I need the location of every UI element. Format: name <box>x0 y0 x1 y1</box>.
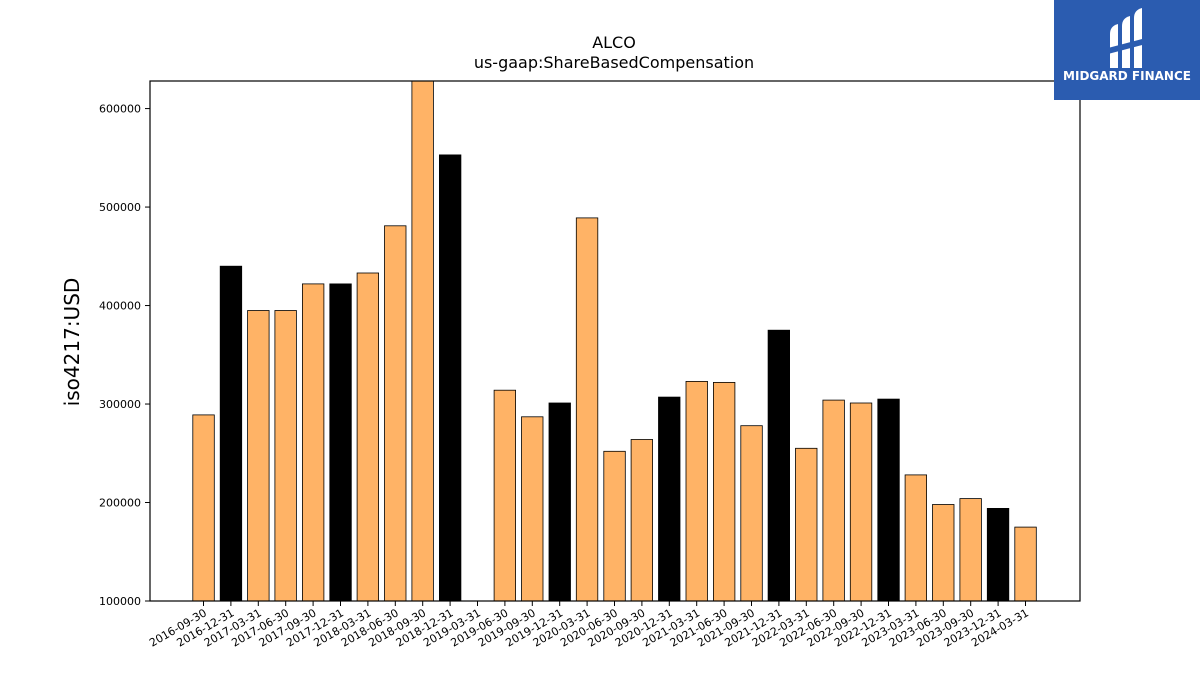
bar-2021-06-30 <box>713 381 736 602</box>
bar-2016-12-31 <box>219 265 243 602</box>
bar-2017-06-30 <box>274 310 297 602</box>
y-tick-label: 500000 <box>99 201 141 214</box>
bar-2023-03-31 <box>904 474 927 602</box>
midgard-logo-icon <box>1108 8 1146 68</box>
bars <box>192 80 1037 602</box>
y-tick-label: 400000 <box>99 300 141 313</box>
bar-2017-03-31 <box>247 310 270 602</box>
bar-2018-03-31 <box>356 272 380 602</box>
bar-2022-03-31 <box>795 447 818 602</box>
brand-logo: MIDGARD FINANCE <box>1054 0 1200 100</box>
bar-2018-12-31 <box>438 154 462 602</box>
bar-2017-12-31 <box>329 283 352 602</box>
bar-2017-09-30 <box>301 283 325 602</box>
bar-2022-09-30 <box>849 402 873 602</box>
y-tick-label: 100000 <box>99 595 141 608</box>
y-axis-label: iso4217:USD <box>60 278 84 407</box>
bar-2024-03-31 <box>1014 526 1037 602</box>
x-axis-ticks: 2016-09-302016-12-312017-03-312017-06-30… <box>147 601 1031 650</box>
bar-2018-09-30 <box>411 80 434 602</box>
bar-2019-09-30 <box>521 416 544 602</box>
bar-2018-06-30 <box>384 225 407 602</box>
bar-2020-09-30 <box>630 439 653 602</box>
bar-2023-12-31 <box>986 507 1010 602</box>
bar-2021-09-30 <box>740 425 763 602</box>
bar-2020-03-31 <box>575 217 599 602</box>
bar-2023-09-30 <box>959 498 982 602</box>
bar-2019-12-31 <box>548 402 571 602</box>
bar-2023-06-30 <box>932 504 955 602</box>
chart-subtitle: us-gaap:ShareBasedCompensation <box>474 53 754 72</box>
chart-title: ALCO <box>592 33 636 52</box>
bar-2016-09-30 <box>192 414 215 602</box>
bar-2020-06-30 <box>603 450 626 602</box>
bar-2022-06-30 <box>822 399 845 602</box>
bar-2021-03-31 <box>685 380 708 602</box>
y-axis-ticks: 100000 200000 300000 400000 500000 600000 <box>99 103 150 608</box>
bar-2020-12-31 <box>658 396 681 602</box>
y-tick-label: 600000 <box>99 103 141 116</box>
brand-name: MIDGARD FINANCE <box>1063 69 1191 83</box>
bar-2022-12-31 <box>877 398 900 602</box>
y-tick-label: 300000 <box>99 398 141 411</box>
bar-2021-12-31 <box>767 329 790 602</box>
bar-2019-06-30 <box>493 389 517 602</box>
plot-frame <box>149 80 1081 602</box>
y-tick-label: 200000 <box>99 497 141 510</box>
